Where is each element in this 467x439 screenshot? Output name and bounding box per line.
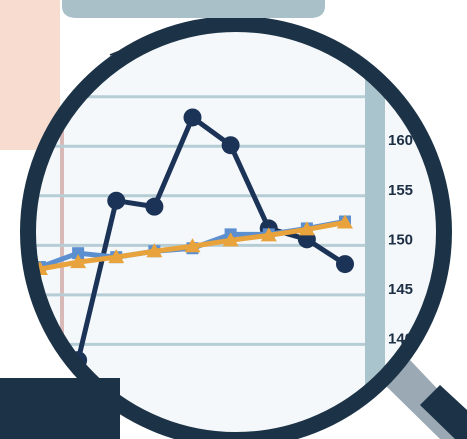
point	[108, 249, 125, 264]
point	[298, 221, 315, 236]
series	[32, 214, 353, 276]
handle-grip	[420, 385, 467, 439]
point	[70, 254, 87, 269]
point	[145, 197, 164, 216]
point	[72, 247, 85, 260]
point	[337, 214, 353, 229]
lens-rim	[20, 16, 452, 439]
point	[146, 243, 163, 258]
tag	[62, 0, 325, 18]
point	[222, 232, 239, 247]
lens-content: 140145150155160165	[28, 24, 444, 439]
point	[184, 238, 201, 253]
string	[109, 27, 241, 56]
y-tick-label: 150	[388, 231, 413, 248]
point	[260, 227, 277, 242]
axis-bar	[365, 24, 385, 439]
vertical-line	[60, 24, 64, 439]
point	[336, 255, 354, 274]
y-tick-label: 160	[388, 132, 413, 149]
point	[221, 136, 240, 155]
y-tick-label: 155	[388, 182, 413, 199]
point	[183, 108, 202, 127]
point	[107, 191, 126, 210]
y-tick-label: 145	[388, 281, 413, 298]
